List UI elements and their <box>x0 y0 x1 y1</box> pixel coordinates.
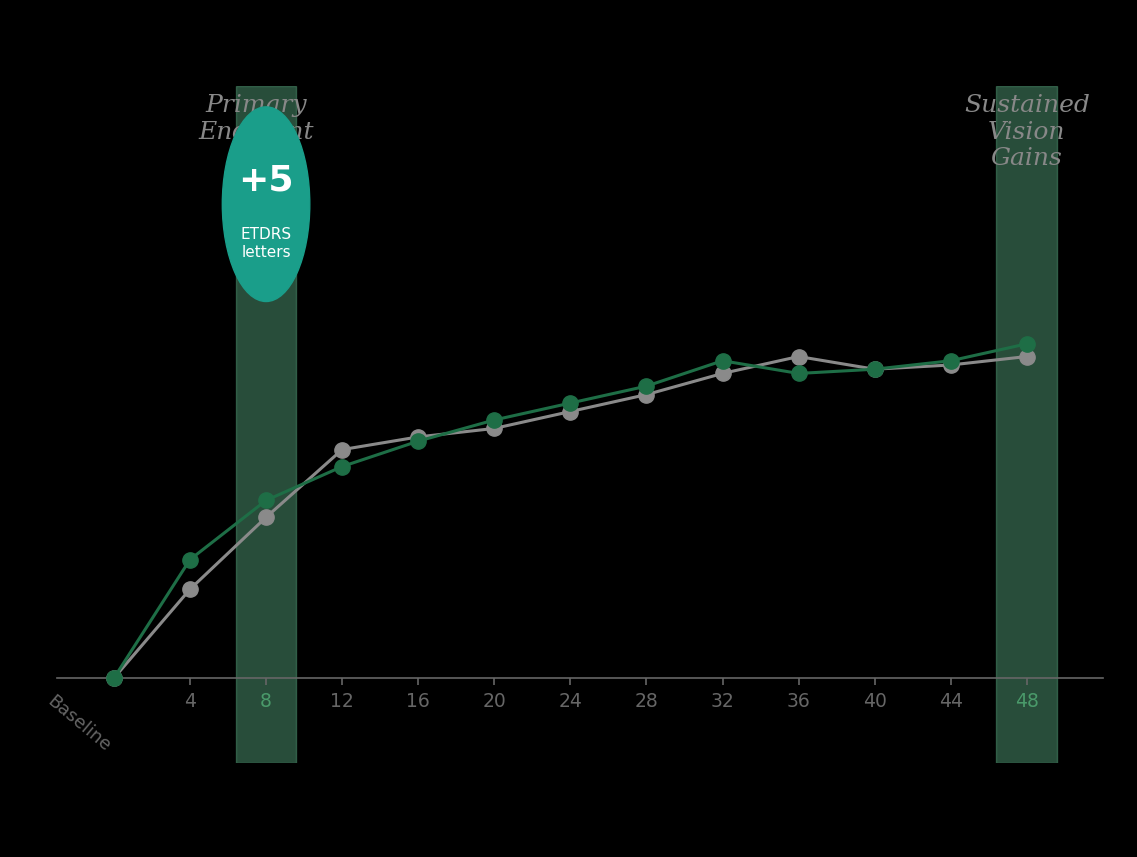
Text: Sustained
Vision
Gains: Sustained Vision Gains <box>964 94 1089 171</box>
Circle shape <box>223 107 309 302</box>
Text: Primary
Endpoint: Primary Endpoint <box>199 94 314 144</box>
Text: +5: +5 <box>239 164 293 198</box>
Bar <box>235 86 297 763</box>
Text: ETDRS
letters: ETDRS letters <box>241 227 291 261</box>
Bar <box>996 86 1057 763</box>
